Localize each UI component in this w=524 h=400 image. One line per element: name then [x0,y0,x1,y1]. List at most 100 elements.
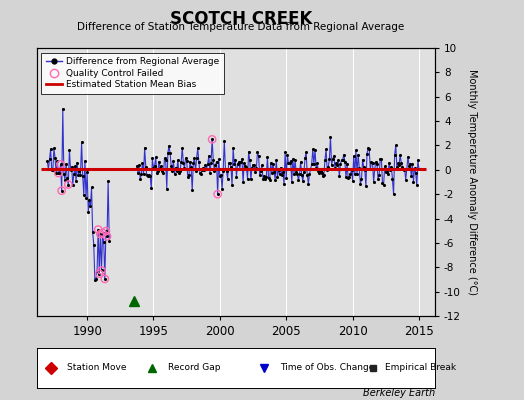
Point [233,161,242,168]
Point [180,164,189,171]
Point [307,166,315,172]
Point [375,172,384,178]
Point [402,166,411,172]
Point [100,238,108,245]
Point [159,170,168,176]
Point [199,165,208,171]
Point [50,145,58,151]
Point [162,186,171,192]
Point [102,228,110,234]
Point [289,156,297,162]
Point [71,163,79,169]
Point [145,172,153,178]
Point [256,172,264,179]
Point [324,164,332,170]
Point [101,276,109,282]
Point [61,176,69,183]
Point [240,160,248,166]
Point [290,170,298,177]
Point [207,160,215,166]
Point [218,186,226,192]
Point [173,157,182,163]
Point [296,171,304,177]
Point [363,150,371,157]
Point [204,153,213,159]
Point [374,176,382,182]
Point [354,152,362,158]
Point [257,168,265,174]
Point [181,155,190,162]
Text: SCOTCH CREEK: SCOTCH CREEK [170,10,312,28]
Point [169,158,178,164]
Point [47,146,55,152]
Point [65,146,73,153]
Point [321,157,329,163]
Point [248,164,256,171]
Point [299,178,307,184]
Point [134,170,142,176]
Point [340,151,348,158]
Point [77,172,85,178]
Point [367,159,376,166]
Point [254,153,263,159]
Point [79,173,87,179]
Text: Empirical Break: Empirical Break [385,364,456,372]
Point [308,161,316,168]
Point [345,174,354,180]
Point [103,233,111,240]
Point [407,172,416,179]
Point [227,164,235,170]
Point [350,153,358,159]
Point [394,160,402,167]
Point [270,168,278,175]
Point [144,173,152,179]
Point [85,197,93,203]
Point [239,179,247,186]
Point [398,164,407,170]
Point [63,175,71,182]
Point [392,164,401,170]
Point [75,168,83,174]
Point [333,162,341,168]
Point [396,152,405,158]
Point [238,156,246,163]
Point [388,176,397,182]
Point [188,187,196,194]
Point [177,159,185,166]
Point [334,157,342,164]
Point [57,161,65,168]
Point [189,160,198,166]
Point [339,156,347,163]
Point [174,169,183,176]
Point [379,182,388,188]
Text: Record Gap: Record Gap [168,364,221,372]
Point [95,270,103,277]
Point [220,137,228,144]
Point [59,106,67,112]
Point [385,160,394,166]
Point [206,170,214,176]
Point [408,160,417,167]
Point [197,170,205,177]
Point [160,155,169,162]
Point [191,168,200,174]
Point [346,171,355,177]
Point [102,228,110,234]
Point [322,146,330,152]
Point [213,191,222,197]
Point [277,164,285,171]
Point [103,233,111,240]
Point [55,170,63,176]
Point [86,202,95,209]
Point [351,171,359,177]
Point [401,176,410,183]
Point [96,231,105,237]
Point [271,176,279,183]
Point [291,157,299,164]
Point [341,158,349,165]
Point [359,164,368,170]
Point [94,226,102,233]
Point [368,160,377,166]
Point [312,164,320,171]
Point [280,181,288,187]
